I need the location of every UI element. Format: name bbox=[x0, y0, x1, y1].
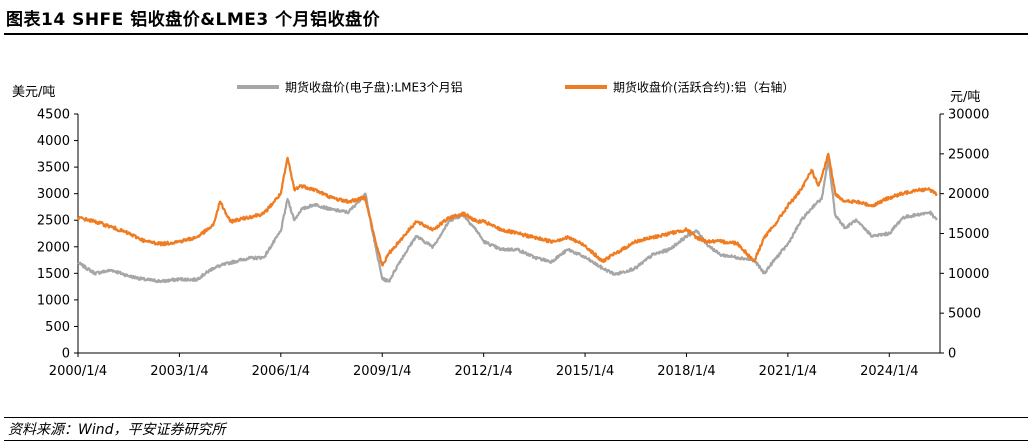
legend-label: 期货收盘价(活跃合约):铝（右轴） bbox=[613, 80, 794, 95]
chart-lines bbox=[76, 152, 938, 284]
right-tick-label: 5000 bbox=[948, 307, 981, 322]
x-tick-label: 2021/1/4 bbox=[759, 364, 817, 379]
page-title: 图表14 SHFE 铝收盘价&LME3 个月铝收盘价 bbox=[6, 10, 381, 30]
left-tick-label: 2000 bbox=[37, 240, 70, 255]
left-axis-unit: 美元/吨 bbox=[12, 85, 55, 100]
x-tick-label: 2000/1/4 bbox=[49, 364, 107, 379]
source-note: 资料来源：Wind，平安证券研究所 bbox=[8, 422, 226, 438]
left-tick-label: 500 bbox=[45, 320, 70, 335]
left-tick-label: 0 bbox=[62, 347, 70, 362]
bottom-rule bbox=[4, 440, 1028, 441]
left-tick-label: 3000 bbox=[37, 187, 70, 202]
x-tick-label: 2024/1/4 bbox=[860, 364, 918, 379]
source-rule bbox=[4, 417, 1028, 418]
left-tick-label: 1500 bbox=[37, 267, 70, 282]
x-tick-label: 2015/1/4 bbox=[556, 364, 614, 379]
x-tick-label: 2012/1/4 bbox=[454, 364, 512, 379]
left-tick-label: 4000 bbox=[37, 134, 70, 149]
x-tick-label: 2018/1/4 bbox=[657, 364, 715, 379]
x-tick-label: 2003/1/4 bbox=[150, 364, 208, 379]
x-tick-label: 2009/1/4 bbox=[353, 364, 411, 379]
left-tick-label: 4500 bbox=[37, 108, 70, 123]
left-tick-label: 3500 bbox=[37, 161, 70, 176]
right-tick-label: 15000 bbox=[948, 227, 989, 242]
right-tick-label: 20000 bbox=[948, 187, 989, 202]
x-tick-label: 2006/1/4 bbox=[252, 364, 310, 379]
series-line-lme bbox=[77, 158, 938, 284]
legend-label: 期货收盘价(电子盘):LME3个月铝 bbox=[285, 80, 463, 95]
title-rule bbox=[4, 33, 1028, 35]
left-tick-label: 2500 bbox=[37, 214, 70, 229]
right-tick-label: 25000 bbox=[948, 147, 989, 162]
right-tick-label: 0 bbox=[948, 347, 956, 362]
chart-legend: 期货收盘价(电子盘):LME3个月铝 期货收盘价(活跃合约):铝（右轴） bbox=[237, 80, 794, 95]
right-tick-label: 30000 bbox=[948, 108, 989, 123]
series-line-shfe bbox=[76, 152, 938, 267]
right-axis-unit: 元/吨 bbox=[950, 90, 980, 105]
left-tick-label: 1000 bbox=[37, 293, 70, 308]
chart-axes: 0 500 1000 1500 2000 2500 3000 3500 4000 4500 0 500… bbox=[37, 108, 989, 380]
right-tick-label: 10000 bbox=[948, 267, 989, 282]
